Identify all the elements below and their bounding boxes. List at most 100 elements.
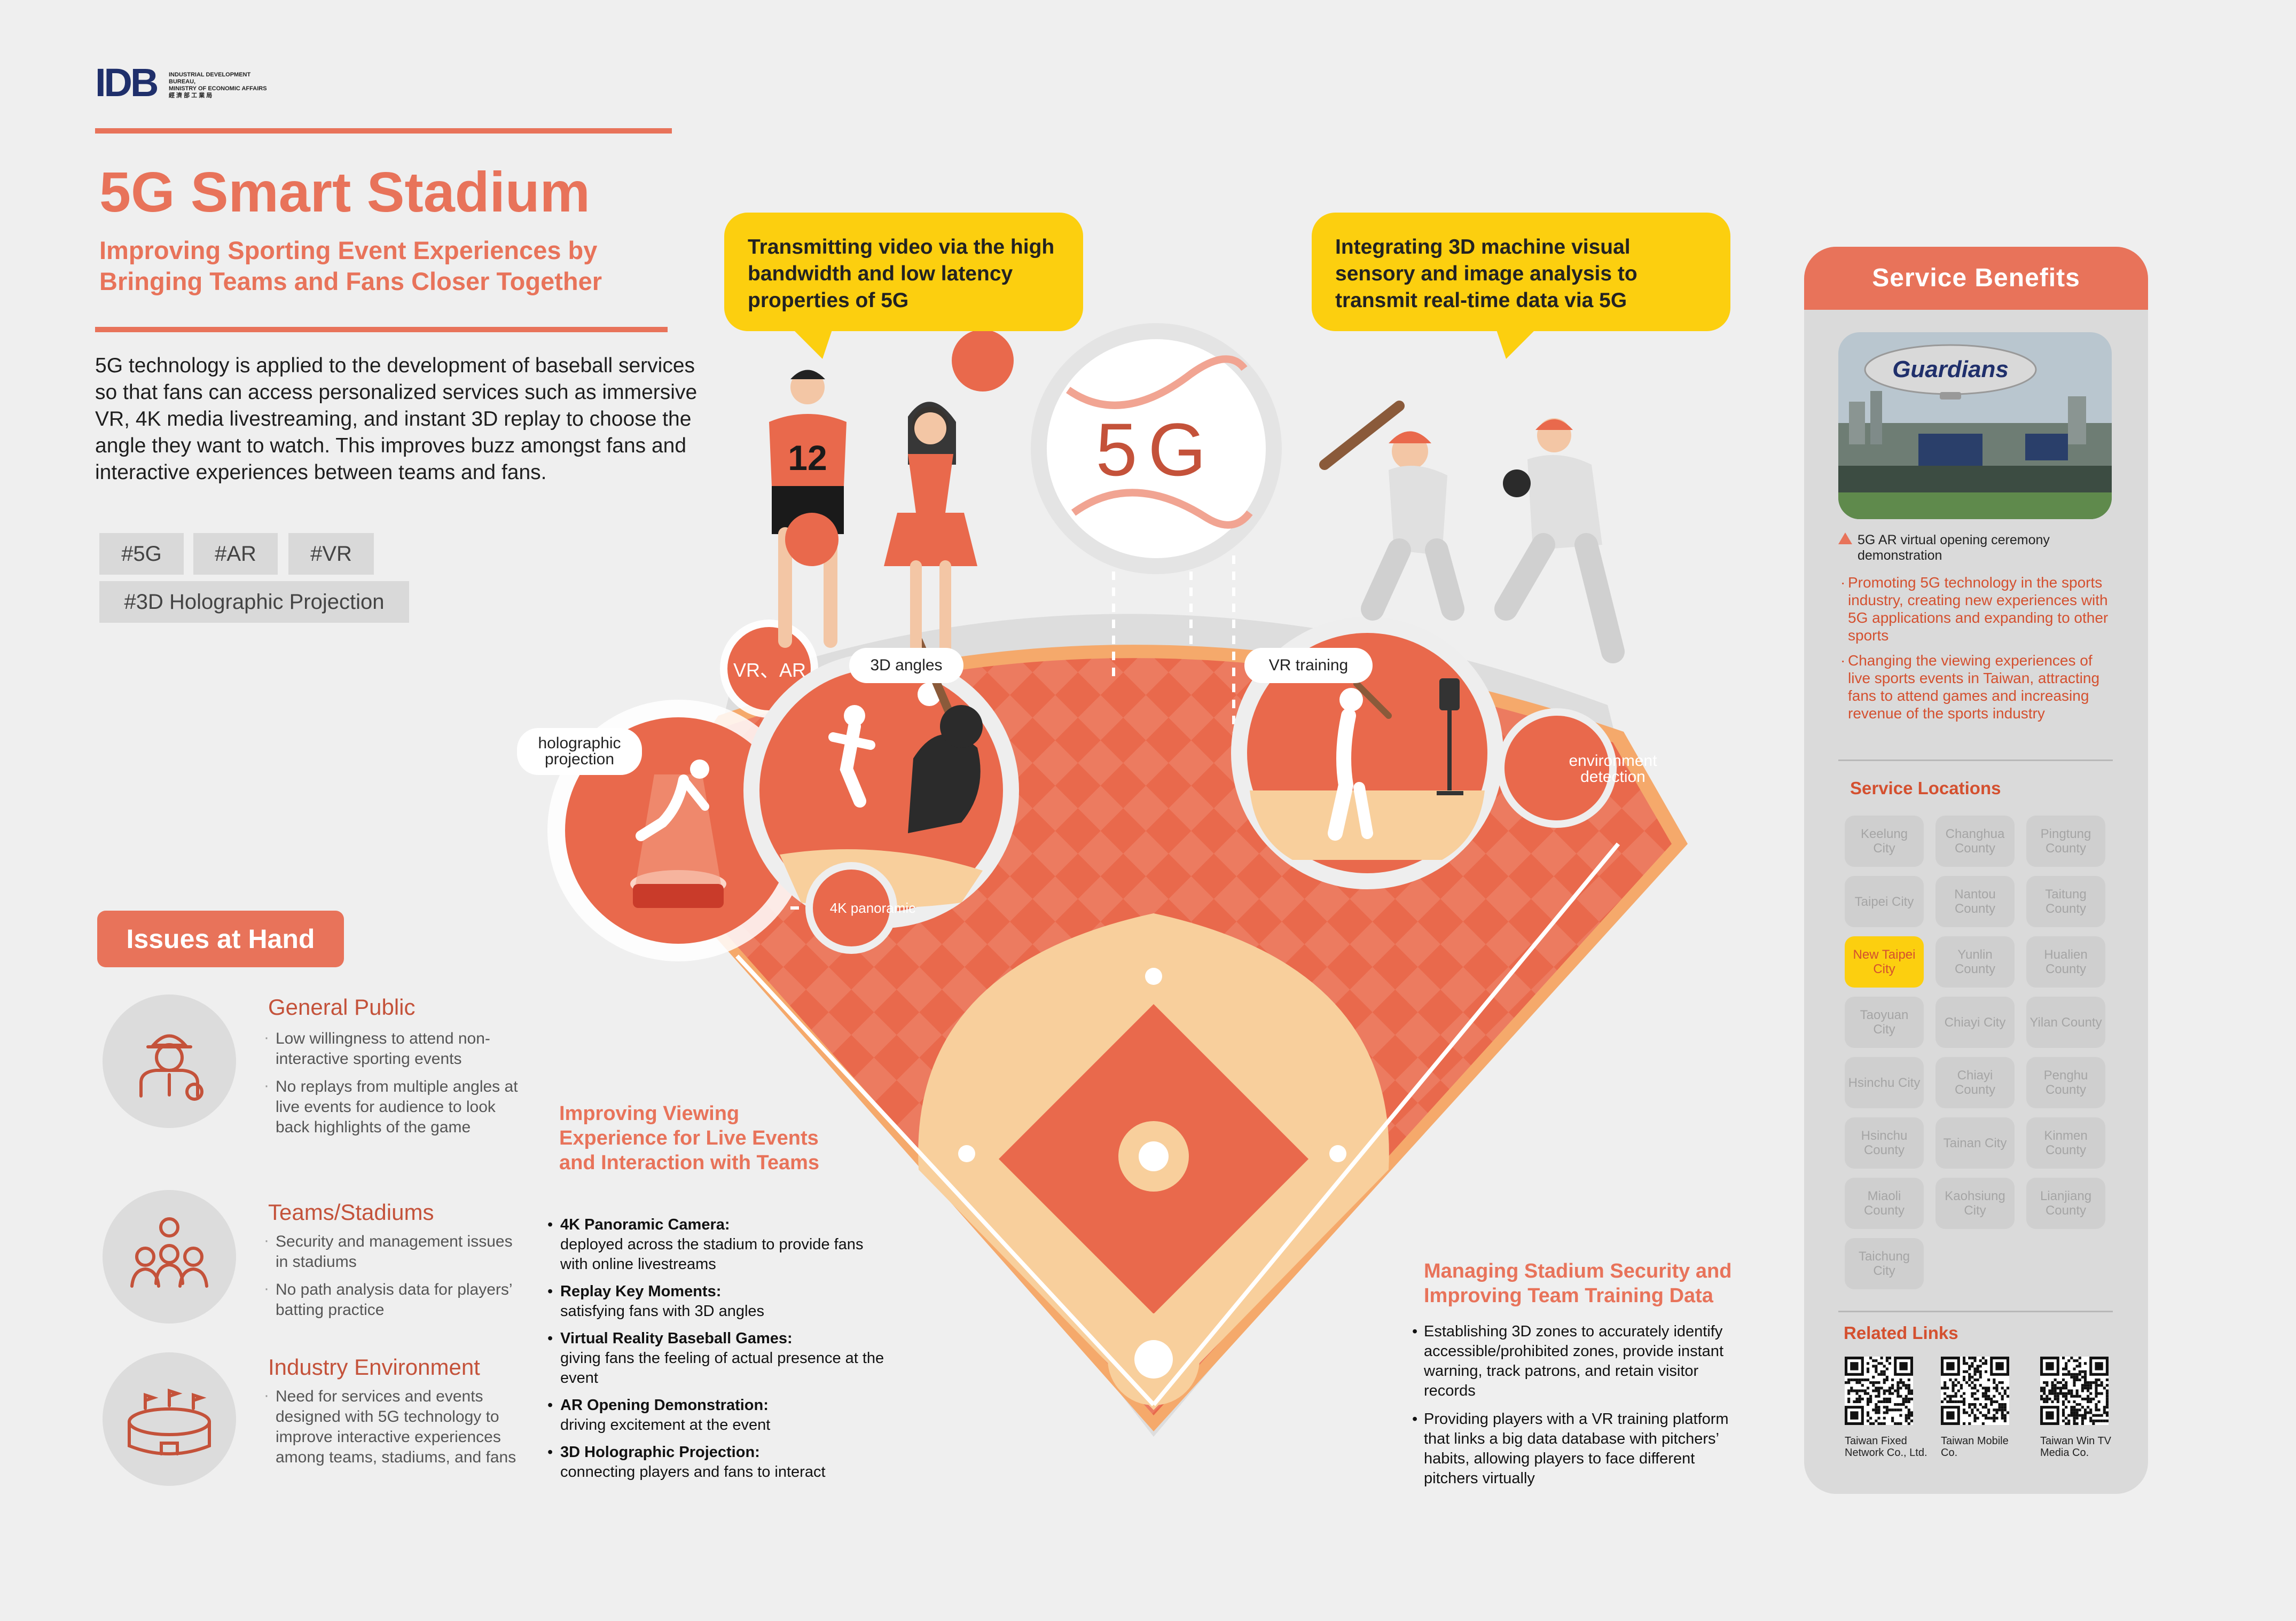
- item-text: satisfying fans with 3D angles: [560, 1303, 765, 1320]
- location-chip: Taipei City: [1845, 876, 1924, 927]
- title-rule-bottom: [95, 327, 668, 332]
- list-item: No replays from multiple angles at live …: [264, 1076, 523, 1138]
- item-title: 3D Holographic Projection:: [560, 1444, 760, 1461]
- idb-logo-mark: IDB: [95, 60, 159, 105]
- logo-line-3: 經 濟 部 工 業 局: [169, 92, 213, 99]
- panel-divider: [1838, 759, 2113, 761]
- stadium-illustration: 5G 12: [547, 323, 1688, 1437]
- managing-heading: Managing Stadium Security and Improving …: [1424, 1260, 1732, 1307]
- item-title: Virtual Reality Baseball Games:: [560, 1330, 793, 1347]
- item-text: giving fans the feeling of actual presen…: [560, 1350, 884, 1387]
- 4k-panoramic-circle: [813, 870, 890, 946]
- third-base: [958, 1145, 975, 1162]
- location-chip: Miaoli County: [1845, 1178, 1924, 1229]
- location-chip: Taichung City: [1845, 1238, 1924, 1289]
- general-public-list: Low willingness to attend non-interactiv…: [264, 1028, 523, 1145]
- environment-circle: [1504, 716, 1609, 820]
- list-item: Virtual Reality Baseball Games: giving fa…: [547, 1329, 890, 1388]
- qr-code-icon[interactable]: [1941, 1357, 2009, 1425]
- logo-line-1: INDUSTRIAL DEVELOPMENT BUREAU,: [169, 72, 251, 85]
- bubble-right-tail: [1495, 327, 1538, 359]
- list-item: 4K Panoramic Camera: deployed across the …: [547, 1215, 890, 1274]
- general-public-icon-circle: [103, 994, 236, 1128]
- item-title: AR Opening Demonstration:: [560, 1397, 769, 1414]
- vr-ar-label: VR、AR: [733, 659, 806, 681]
- bubble-left-tail: [790, 327, 833, 359]
- blimp-text: Guardians: [1892, 356, 2009, 382]
- first-base: [1329, 1145, 1346, 1162]
- home-plate: [1134, 1340, 1173, 1379]
- link-label[interactable]: Taiwan Win TV Media Co.: [2040, 1435, 2112, 1459]
- list-item: Promoting 5G technology in the sports in…: [1840, 574, 2115, 644]
- location-chip: Yunlin County: [1935, 936, 2015, 988]
- list-item: 3D Holographic Projection: connecting pla…: [547, 1443, 890, 1482]
- tag-vr: #VR: [288, 533, 374, 575]
- location-chip: Changhua County: [1935, 816, 2015, 867]
- item-title: Replay Key Moments:: [560, 1283, 722, 1300]
- location-chip: Pingtung County: [2026, 816, 2105, 867]
- service-benefits-panel: Service Benefits Guardians 5G AR virtual…: [1804, 247, 2148, 1494]
- panel-title: Service Benefits: [1804, 247, 2148, 310]
- managing-list: Establishing 3D zones to accurately iden…: [1412, 1322, 1744, 1497]
- industry-icon-circle: [103, 1352, 236, 1486]
- stadium-photo-image: Guardians: [1838, 332, 2112, 519]
- improving-heading: Improving Viewing Experience for Live Ev…: [559, 1102, 820, 1174]
- benefits-list: Promoting 5G technology in the sports in…: [1840, 574, 2115, 730]
- bubble-right: Integrating 3D machine visual sensory an…: [1312, 213, 1730, 331]
- list-item: No path analysis data for players’ batti…: [264, 1279, 523, 1320]
- ar-ceremony-photo: Guardians: [1838, 332, 2112, 519]
- list-item: Establishing 3D zones to accurately iden…: [1412, 1322, 1744, 1401]
- link-label[interactable]: Taiwan Mobile Co.: [1941, 1435, 2009, 1459]
- teams-heading: Teams/Stadiums: [268, 1200, 434, 1225]
- location-chip: Yilan County: [2026, 997, 2105, 1048]
- vr-training-label: VR training: [1244, 648, 1373, 683]
- list-item: AR Opening Demonstration: driving excitem…: [547, 1396, 890, 1435]
- item-text: connecting players and fans to interact: [560, 1463, 826, 1481]
- location-chip: Hsinchu City: [1845, 1057, 1924, 1108]
- 5g-baseball: [1047, 339, 1266, 558]
- link-label[interactable]: Taiwan Fixed Network Co., Ltd.: [1845, 1435, 1927, 1459]
- tag-5g: #5G: [99, 533, 184, 575]
- team-group-icon: [130, 1217, 208, 1288]
- environment-label: environment detection: [1569, 752, 1657, 786]
- list-item: Security and management issues in stadiu…: [264, 1231, 523, 1272]
- industry-heading: Industry Environment: [268, 1354, 480, 1380]
- idb-logo-text: INDUSTRIAL DEVELOPMENT BUREAU, MINISTRY …: [169, 72, 276, 99]
- teams-list: Security and management issues in stadiu…: [264, 1231, 523, 1328]
- list-item: Replay Key Moments: satisfying fans with …: [547, 1282, 890, 1321]
- jersey-number: 12: [788, 438, 827, 477]
- panel-divider: [1838, 1311, 2113, 1312]
- item-title: 4K Panoramic Camera:: [560, 1216, 730, 1233]
- photo-caption: 5G AR virtual opening ceremony demonstra…: [1858, 532, 2050, 563]
- location-chip: Chiayi County: [1935, 1057, 2015, 1108]
- 4k-panoramic-label: 4K panoramic: [829, 900, 916, 916]
- location-chip: Keelung City: [1845, 816, 1924, 867]
- general-public-heading: General Public: [268, 994, 416, 1020]
- location-chip: Taitung County: [2026, 876, 2105, 927]
- player-figures: [1319, 401, 1625, 663]
- title-rule-top: [95, 128, 672, 134]
- location-chip: Penghu County: [2026, 1057, 2105, 1108]
- list-item: Low willingness to attend non-interactiv…: [264, 1028, 523, 1069]
- 5g-ball-label: 5G: [1096, 408, 1217, 491]
- intro-paragraph: 5G technology is applied to the developm…: [95, 354, 698, 484]
- qr-code-icon[interactable]: [2040, 1357, 2109, 1425]
- locations-title: Service Locations: [1850, 778, 2001, 798]
- page-subtitle: Improving Sporting Event Experiences by …: [99, 236, 602, 295]
- industry-list: Need for services and events designed wi…: [264, 1385, 523, 1475]
- list-item: Changing the viewing experiences of live…: [1840, 652, 2115, 722]
- improving-list: 4K Panoramic Camera: deployed across the …: [547, 1215, 890, 1490]
- item-text: driving excitement at the event: [560, 1416, 771, 1434]
- list-item: Providing players with a VR training pla…: [1412, 1409, 1744, 1489]
- second-base: [1145, 968, 1162, 985]
- holographic-label: holographic projection: [517, 728, 642, 775]
- location-chip: Kinmen County: [2026, 1117, 2105, 1169]
- issues-title: Issues at Hand: [97, 911, 344, 967]
- location-chip: Tainan City: [1935, 1117, 2015, 1169]
- tag-ar: #AR: [193, 533, 278, 575]
- stadium-icon: [128, 1388, 211, 1455]
- page-title: 5G Smart Stadium: [99, 161, 590, 224]
- bubble-left: Transmitting video via the high bandwidt…: [724, 213, 1083, 331]
- logo-line-2: MINISTRY OF ECONOMIC AFFAIRS: [169, 85, 267, 92]
- qr-code-icon[interactable]: [1845, 1357, 1913, 1425]
